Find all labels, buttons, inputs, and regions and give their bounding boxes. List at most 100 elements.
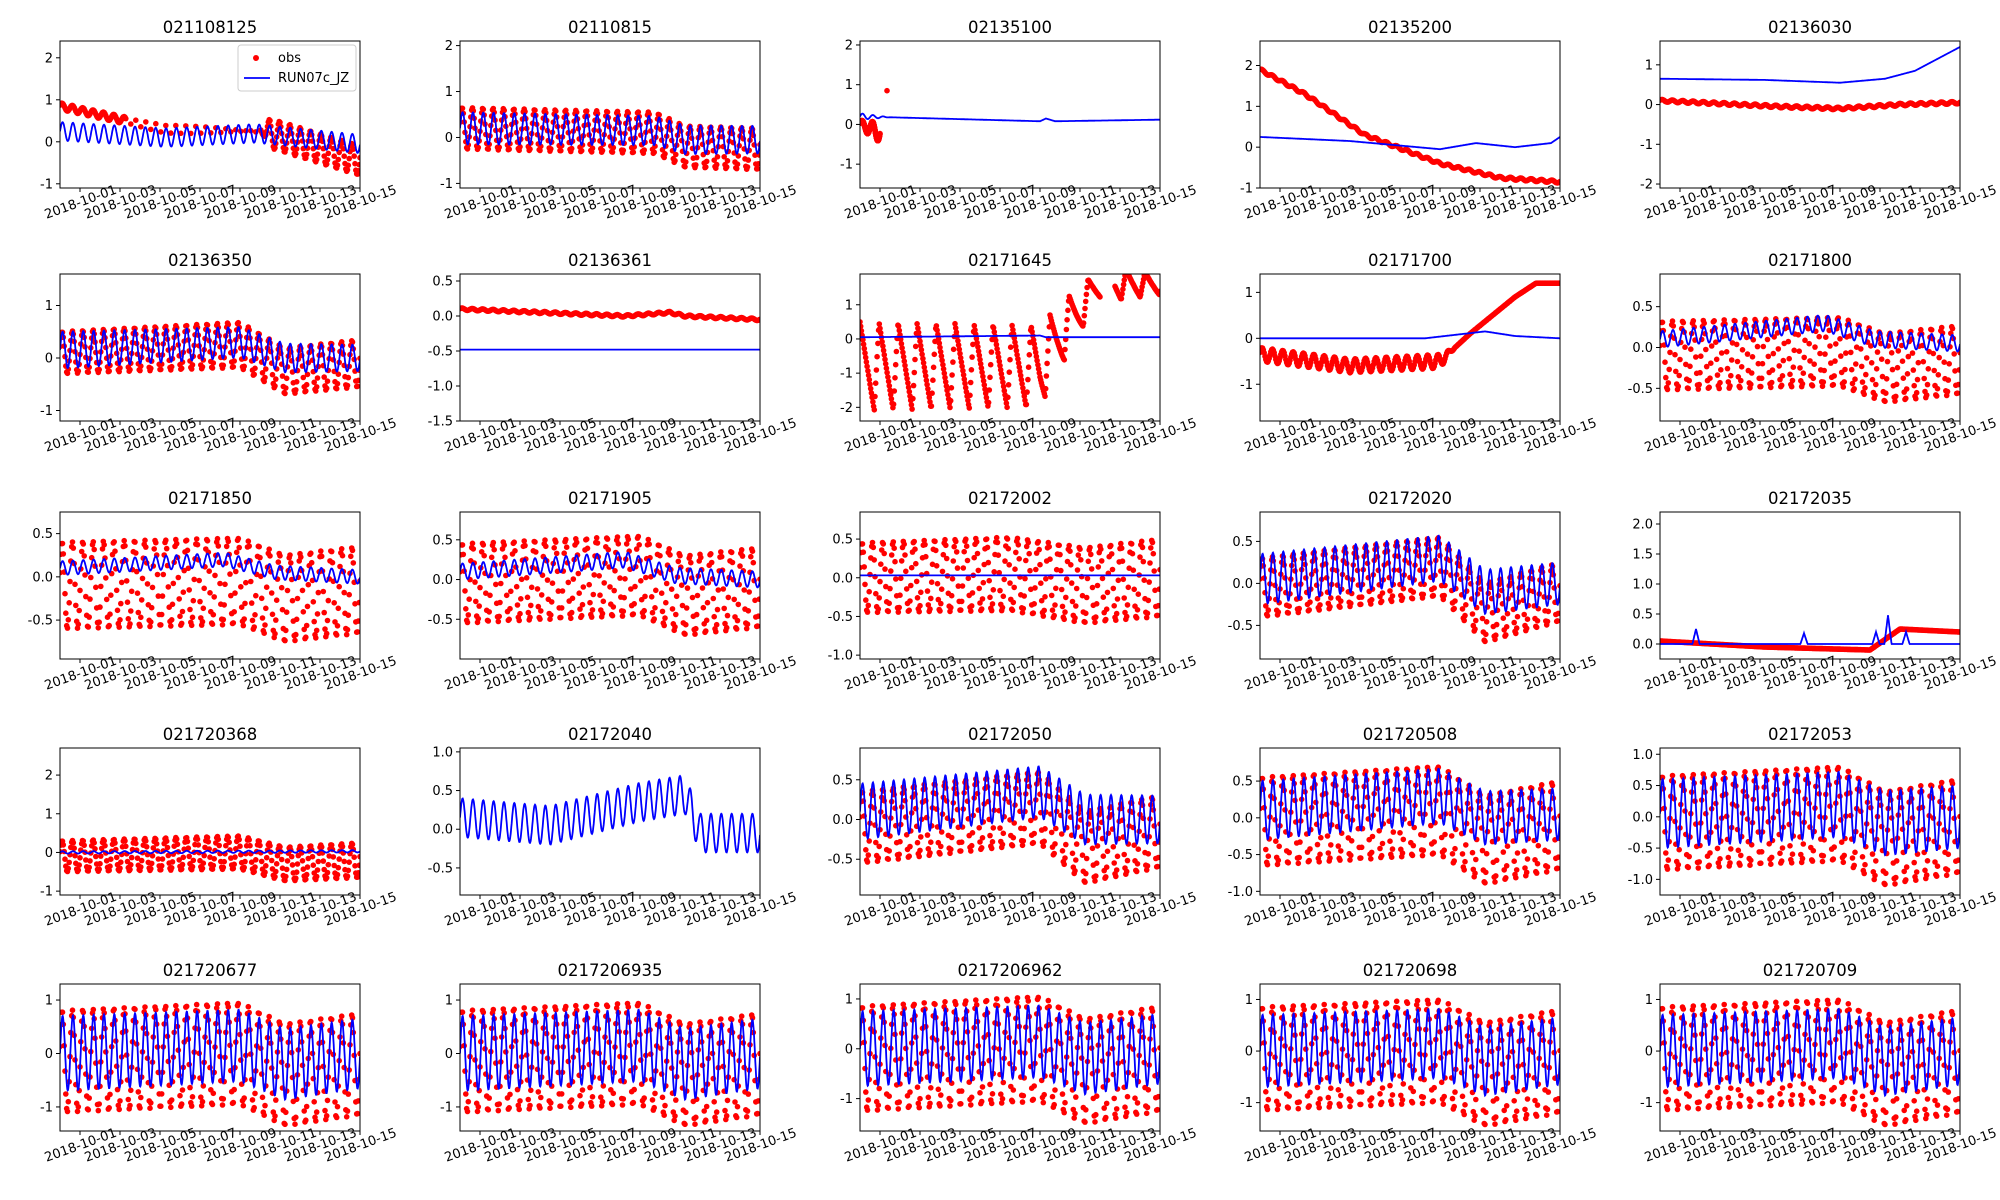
obs-point bbox=[935, 596, 942, 603]
obs-point bbox=[118, 600, 124, 607]
obs-point bbox=[874, 353, 880, 360]
obs-point bbox=[512, 548, 518, 554]
obs-point bbox=[1786, 355, 1792, 362]
plot-area bbox=[1260, 66, 1560, 186]
obs-point bbox=[293, 631, 299, 638]
obs-point bbox=[1034, 357, 1040, 364]
obs-point bbox=[320, 588, 327, 595]
obs-point bbox=[579, 601, 586, 608]
obs-point bbox=[230, 364, 237, 370]
obs-point bbox=[1058, 586, 1065, 593]
obs-point bbox=[1895, 348, 1902, 354]
obs-point bbox=[257, 554, 263, 561]
plot-area bbox=[1660, 314, 1960, 405]
y-tick-label: -2 bbox=[1640, 178, 1653, 193]
obs-point bbox=[193, 536, 200, 542]
obs-point bbox=[1883, 390, 1889, 397]
obs-point bbox=[1677, 356, 1683, 363]
obs-point bbox=[480, 106, 487, 113]
obs-point bbox=[1129, 550, 1136, 557]
obs-point bbox=[495, 618, 502, 625]
obs-point bbox=[127, 366, 133, 373]
obs-point bbox=[940, 551, 947, 558]
obs-point bbox=[204, 538, 211, 544]
obs-point bbox=[893, 576, 899, 582]
obs-point bbox=[96, 619, 102, 625]
obs-point bbox=[303, 381, 310, 388]
obs-point bbox=[143, 544, 149, 550]
obs-point bbox=[1005, 382, 1012, 388]
obs-point bbox=[612, 568, 618, 574]
obs-point bbox=[1913, 389, 1920, 396]
y-tick-label: -1 bbox=[840, 367, 853, 382]
obs-point bbox=[683, 159, 689, 165]
obs-point bbox=[924, 381, 930, 388]
obs-point bbox=[1775, 346, 1782, 352]
obs-point bbox=[308, 559, 315, 566]
obs-point bbox=[979, 596, 986, 602]
obs-point bbox=[1822, 351, 1828, 357]
obs-point bbox=[714, 606, 721, 613]
obs-point bbox=[1826, 327, 1832, 334]
obs-point bbox=[1672, 351, 1678, 358]
obs-point bbox=[354, 629, 360, 635]
obs-point bbox=[993, 534, 1000, 541]
obs-point bbox=[1044, 360, 1050, 367]
obs-point bbox=[1147, 560, 1153, 566]
obs-point bbox=[1073, 603, 1079, 609]
obs-point bbox=[951, 543, 957, 550]
series-points-obs bbox=[860, 534, 1160, 626]
obs-point bbox=[661, 622, 667, 629]
obs-point bbox=[860, 336, 866, 343]
y-tick-label: -1 bbox=[40, 404, 53, 419]
obs-point bbox=[1748, 370, 1755, 376]
obs-point bbox=[204, 322, 211, 328]
obs-point bbox=[321, 609, 328, 616]
obs-point bbox=[957, 350, 963, 357]
obs-point bbox=[721, 154, 727, 160]
obs-point bbox=[97, 604, 103, 610]
obs-point bbox=[1048, 592, 1055, 599]
obs-point bbox=[496, 144, 503, 150]
obs-point bbox=[349, 141, 356, 148]
obs-point bbox=[975, 348, 982, 355]
obs-point bbox=[181, 567, 187, 574]
obs-point bbox=[1669, 318, 1676, 324]
panel-02135200: 02135200-10122018-10-012018-10-032018-10… bbox=[1240, 18, 1599, 223]
y-tick-label: 0.5 bbox=[832, 533, 853, 548]
obs-point bbox=[994, 539, 1001, 546]
obs-point bbox=[1754, 343, 1761, 350]
obs-point bbox=[1004, 404, 1010, 411]
obs-point bbox=[1006, 562, 1012, 568]
obs-point bbox=[1698, 353, 1704, 360]
y-tick-label: -1 bbox=[1240, 182, 1253, 197]
obs-point bbox=[1152, 587, 1158, 594]
obs-point bbox=[1113, 617, 1119, 623]
obs-point bbox=[1007, 344, 1014, 351]
obs-point bbox=[155, 593, 162, 599]
obs-point bbox=[1683, 361, 1689, 368]
obs-point bbox=[288, 576, 295, 583]
panel-title: 02172002 bbox=[968, 489, 1052, 508]
obs-point bbox=[611, 587, 617, 594]
axes-frame bbox=[1259, 40, 1561, 189]
obs-point bbox=[278, 584, 285, 591]
obs-point bbox=[928, 579, 935, 585]
obs-point bbox=[356, 599, 360, 606]
obs-point bbox=[217, 580, 223, 587]
obs-point bbox=[1738, 377, 1744, 384]
obs-point bbox=[128, 121, 134, 127]
obs-point bbox=[692, 631, 698, 637]
obs-point bbox=[755, 161, 760, 167]
obs-point bbox=[1120, 576, 1127, 583]
obs-point bbox=[329, 559, 336, 566]
obs-point bbox=[968, 603, 975, 609]
obs-point bbox=[929, 390, 935, 397]
obs-point bbox=[1118, 545, 1125, 551]
obs-point bbox=[176, 596, 182, 602]
obs-point bbox=[149, 584, 156, 591]
obs-point bbox=[959, 363, 965, 370]
obs-point bbox=[521, 538, 527, 544]
obs-point bbox=[886, 600, 892, 607]
obs-point bbox=[1068, 580, 1075, 586]
